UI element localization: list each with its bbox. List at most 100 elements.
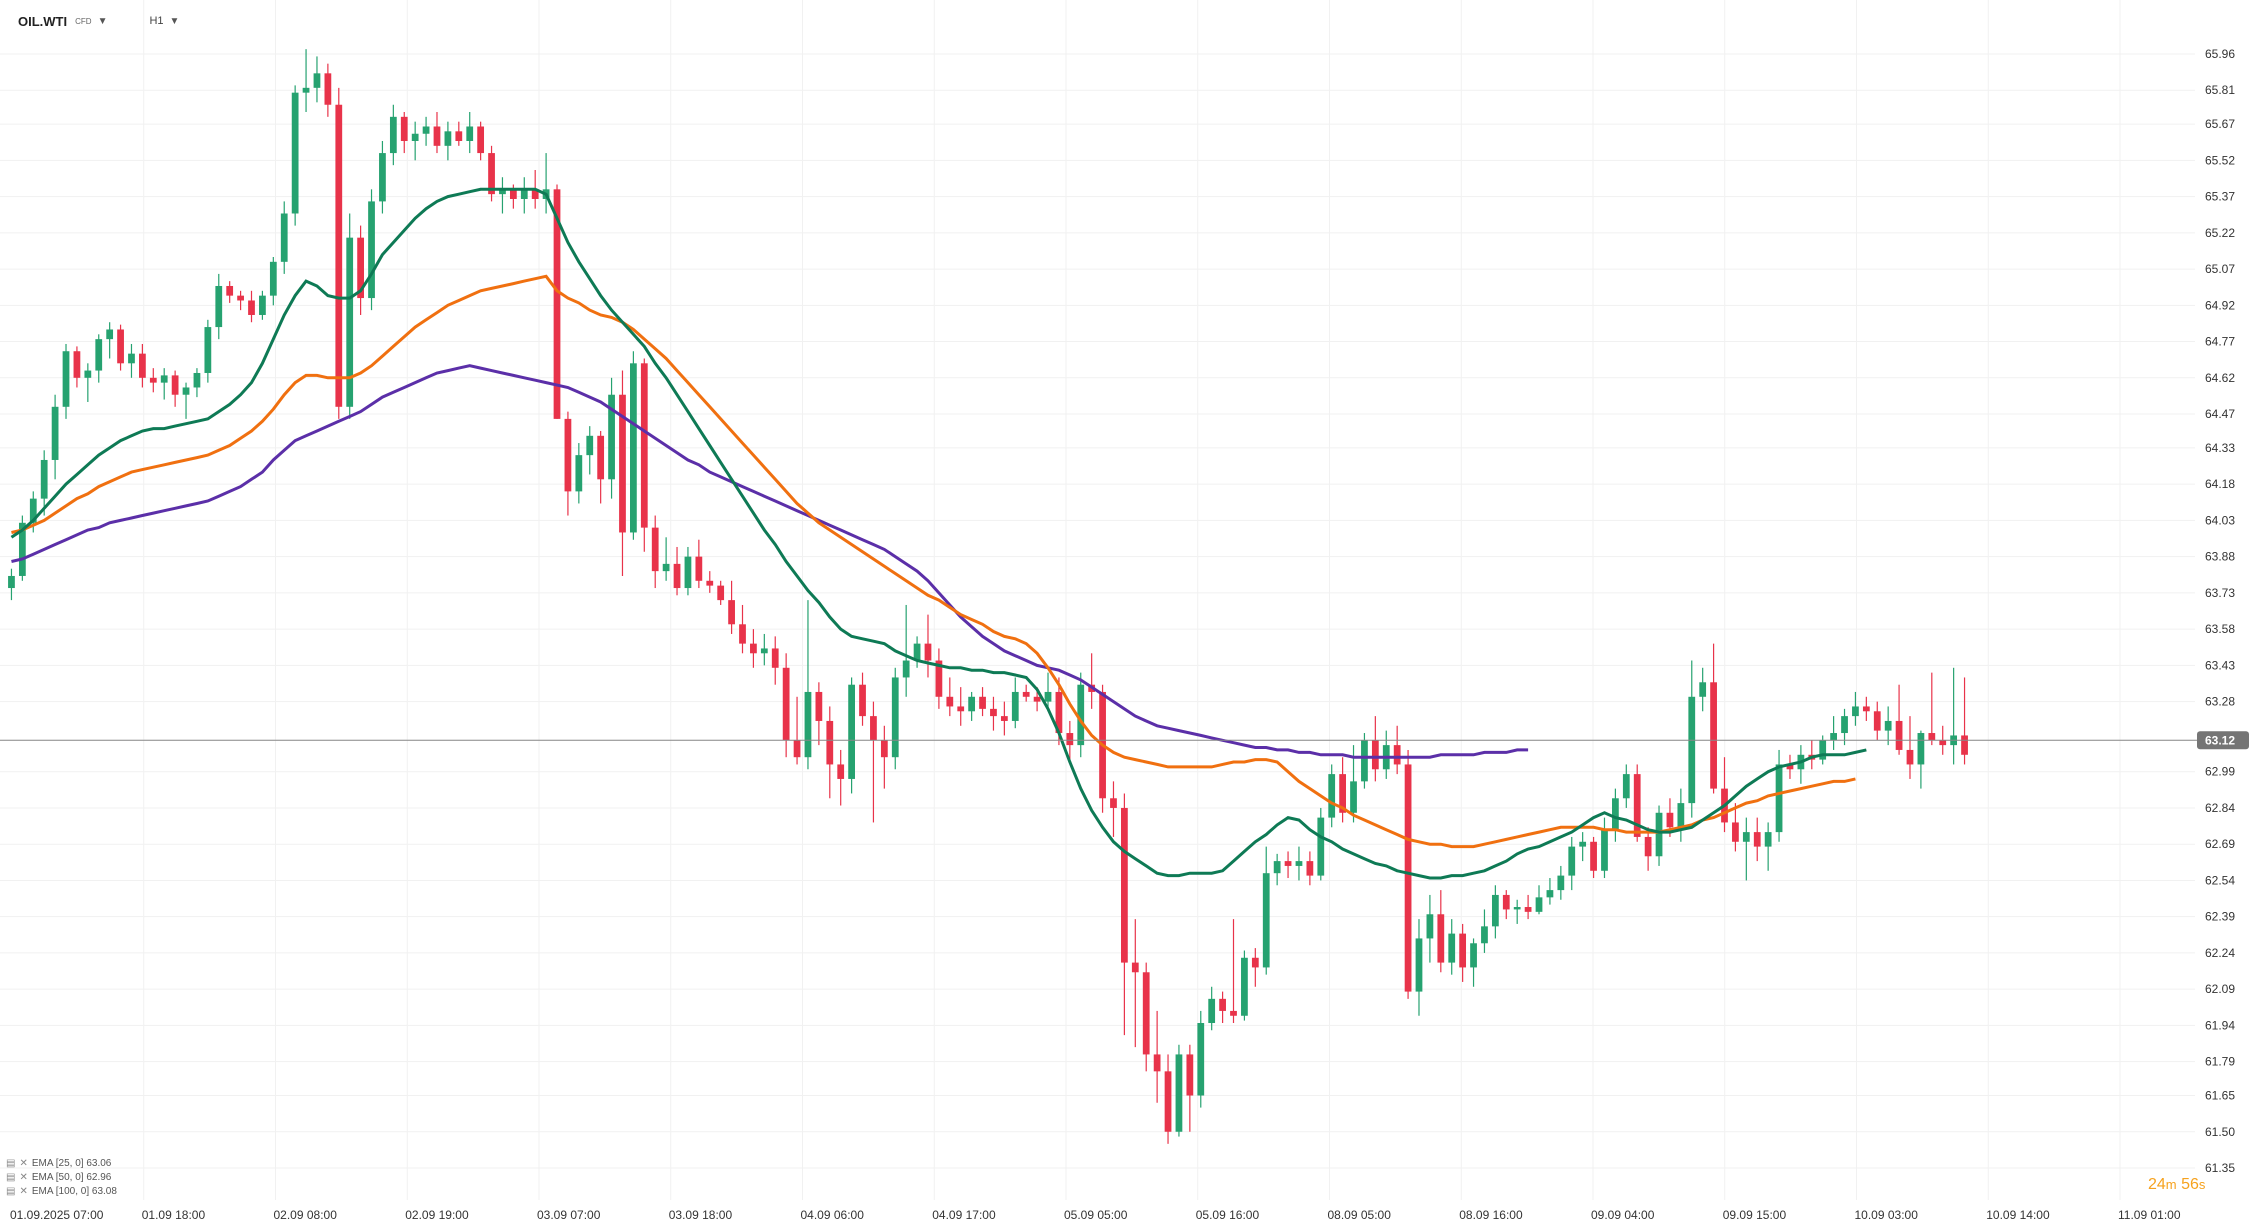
candle-body xyxy=(1732,822,1739,842)
bullish-candle xyxy=(542,153,550,214)
y-tick-label: 62.24 xyxy=(2205,946,2235,960)
bullish-candle xyxy=(1328,764,1336,828)
bullish-candle xyxy=(1262,846,1270,975)
bullish-candle xyxy=(18,515,26,581)
candle-body xyxy=(1262,873,1270,968)
candle-body xyxy=(291,92,299,214)
bullish-candle xyxy=(804,600,812,770)
bearish-candle xyxy=(1339,757,1346,823)
candle-body xyxy=(1251,957,1259,968)
remove-indicator-icon[interactable]: ✕ xyxy=(19,1158,28,1169)
candle-body xyxy=(1404,764,1412,992)
symbol-dropdown-icon[interactable]: ▼ xyxy=(97,15,108,27)
candle-body xyxy=(128,353,135,364)
candle-body xyxy=(357,237,364,299)
candle-body xyxy=(29,498,37,523)
bearish-candle xyxy=(673,546,681,596)
bullish-candle xyxy=(1688,660,1696,818)
candle-body xyxy=(1481,926,1488,944)
x-tick-label: 01.09.2025 07:00 xyxy=(10,1208,104,1222)
candle-body xyxy=(1939,740,1947,746)
bullish-candle xyxy=(1295,846,1303,881)
candle-body xyxy=(1415,938,1423,992)
bullish-candle xyxy=(1426,894,1434,963)
candle-body xyxy=(411,133,419,141)
bearish-candle xyxy=(1644,827,1652,871)
bullish-candle xyxy=(95,334,103,383)
candle-body xyxy=(1830,733,1837,741)
candle-body xyxy=(8,575,15,589)
bearish-candle xyxy=(1961,677,1968,765)
bullish-candle xyxy=(1775,749,1783,842)
candle-body xyxy=(1208,998,1216,1024)
bearish-candle xyxy=(739,604,746,654)
candle-body xyxy=(204,327,212,373)
y-tick-label: 64.77 xyxy=(2205,335,2235,349)
y-tick-label: 61.50 xyxy=(2205,1125,2235,1139)
bullish-candle xyxy=(51,394,59,480)
bearish-candle xyxy=(815,682,823,746)
legend-ema-100[interactable]: ▤ ✕ EMA [100, 0] 63.08 xyxy=(6,1185,117,1199)
bearish-candle xyxy=(619,370,626,576)
candle-body xyxy=(1022,691,1030,697)
timer-seconds: 56 xyxy=(2181,1176,2199,1193)
bearish-candle xyxy=(553,184,561,419)
legend-ema-50[interactable]: ▤ ✕ EMA [50, 0] 62.96 xyxy=(6,1171,117,1185)
bullish-candle xyxy=(848,677,855,794)
candle-body xyxy=(1699,682,1707,697)
candle-body xyxy=(848,684,855,779)
candle-body xyxy=(651,527,659,572)
bullish-candle xyxy=(1579,832,1587,862)
candle-body xyxy=(1273,861,1281,874)
bearish-candle xyxy=(433,111,441,154)
bearish-candle xyxy=(1164,1054,1172,1144)
y-tick-label: 63.88 xyxy=(2205,550,2235,564)
y-tick-label: 61.35 xyxy=(2205,1161,2235,1175)
bullish-candle xyxy=(1830,716,1837,750)
x-tick-label: 10.09 03:00 xyxy=(1855,1208,1919,1222)
bullish-candle xyxy=(499,177,506,214)
candle-body xyxy=(750,643,757,654)
bullish-candle xyxy=(466,111,474,154)
current-price-tag: 63.12 xyxy=(2197,731,2249,750)
candle-body xyxy=(564,418,572,492)
timeframe-label[interactable]: H1 xyxy=(149,15,164,27)
bullish-candle xyxy=(1568,836,1576,891)
candle-body xyxy=(553,189,561,419)
candle-body xyxy=(1655,812,1663,857)
candle-body xyxy=(1131,962,1139,973)
indicator-settings-icon[interactable]: ▤ xyxy=(6,1172,16,1183)
y-tick-label: 65.81 xyxy=(2205,83,2235,97)
bearish-candle xyxy=(1873,701,1881,741)
timeframe-dropdown-icon[interactable]: ▼ xyxy=(169,15,180,27)
candle-body xyxy=(1491,894,1499,927)
candle-body xyxy=(1535,897,1543,912)
bearish-candle xyxy=(870,701,877,823)
y-tick-label: 63.73 xyxy=(2205,586,2235,600)
candle-body xyxy=(62,351,70,407)
candle-body xyxy=(968,696,976,712)
bullish-candle xyxy=(1044,672,1052,712)
legend-ema-25[interactable]: ▤ ✕ EMA [25, 0] 63.06 xyxy=(6,1157,117,1171)
candle-body xyxy=(1175,1054,1183,1132)
y-tick-label: 65.52 xyxy=(2205,153,2235,167)
candle-body xyxy=(1764,832,1772,847)
candle-body xyxy=(1230,1010,1237,1016)
candle-body xyxy=(1862,706,1870,712)
bearish-candle xyxy=(1437,890,1445,973)
bearish-candle xyxy=(1808,740,1816,770)
candle-body xyxy=(422,126,430,134)
bullish-candle xyxy=(1677,788,1685,842)
bearish-candle xyxy=(248,290,255,323)
candle-body xyxy=(335,104,343,407)
bullish-candle xyxy=(1917,730,1925,789)
current-price-value: 63.12 xyxy=(2205,733,2235,747)
indicator-settings-icon[interactable]: ▤ xyxy=(6,1158,16,1169)
remove-indicator-icon[interactable]: ✕ xyxy=(19,1186,28,1197)
symbol-label[interactable]: OIL.WTI xyxy=(18,13,68,29)
indicator-settings-icon[interactable]: ▤ xyxy=(6,1186,16,1197)
bearish-candle xyxy=(826,706,834,799)
bullish-candle xyxy=(160,368,168,400)
remove-indicator-icon[interactable]: ✕ xyxy=(19,1172,28,1183)
